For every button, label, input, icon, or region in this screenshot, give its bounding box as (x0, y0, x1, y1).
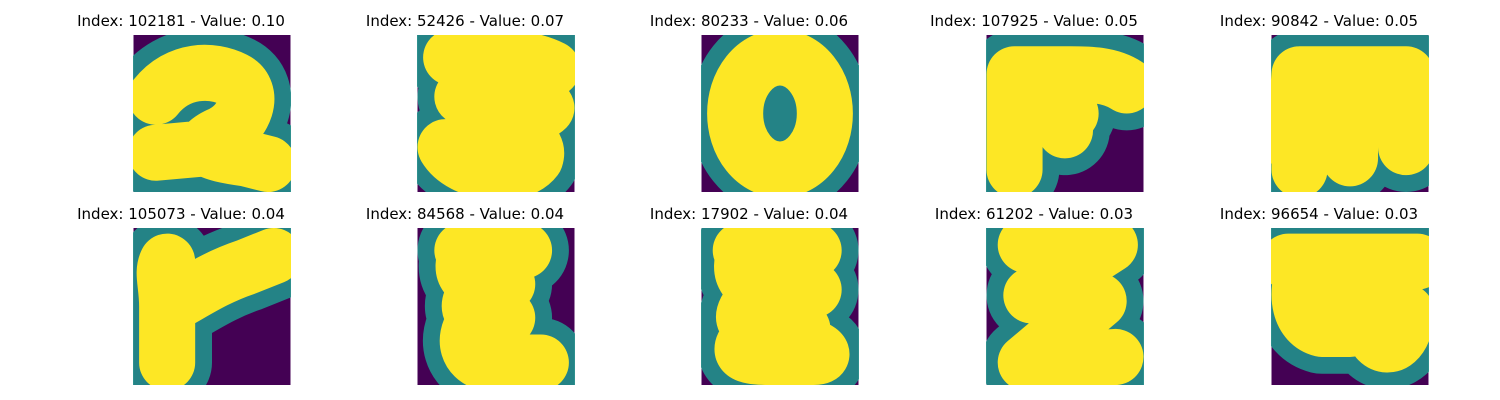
digit-image (133, 228, 291, 385)
sample-title: Index: 61202 - Value: 0.03 (934, 205, 1134, 223)
sample-title: Index: 107925 - Value: 0.05 (930, 12, 1138, 30)
sample-panel-8: Index: 17902 - Value: 0.04 (599, 193, 899, 385)
sample-title: Index: 105073 - Value: 0.04 (77, 205, 285, 223)
digit-image (417, 228, 575, 385)
sample-panel-10: Index: 96654 - Value: 0.03 (1169, 193, 1469, 385)
sample-title: Index: 80233 - Value: 0.06 (649, 12, 849, 30)
sample-panel-4: Index: 107925 - Value: 0.05 (884, 0, 1184, 192)
sample-title: Index: 102181 - Value: 0.10 (77, 12, 285, 30)
digit-image (701, 35, 859, 192)
digit-image (701, 228, 859, 385)
digit-image (986, 35, 1144, 192)
digit-image (986, 228, 1144, 385)
sample-title: Index: 90842 - Value: 0.05 (1219, 12, 1419, 30)
sample-panel-7: Index: 84568 - Value: 0.04 (315, 193, 615, 385)
sample-panel-3: Index: 80233 - Value: 0.06 (599, 0, 899, 192)
sample-title: Index: 52426 - Value: 0.07 (365, 12, 565, 30)
digit-image (1271, 228, 1429, 385)
digit-image (417, 35, 575, 192)
sample-panel-6: Index: 105073 - Value: 0.04 (31, 193, 331, 385)
sample-panel-2: Index: 52426 - Value: 0.07 (315, 0, 615, 192)
digit-image (133, 35, 291, 192)
sample-title: Index: 84568 - Value: 0.04 (365, 205, 565, 223)
sample-panel-5: Index: 90842 - Value: 0.05 (1169, 0, 1469, 192)
sample-panel-9: Index: 61202 - Value: 0.03 (884, 193, 1184, 385)
sample-title: Index: 96654 - Value: 0.03 (1219, 205, 1419, 223)
sample-title: Index: 17902 - Value: 0.04 (649, 205, 849, 223)
digit-image (1271, 35, 1429, 192)
sample-panel-1: Index: 102181 - Value: 0.10 (31, 0, 331, 192)
